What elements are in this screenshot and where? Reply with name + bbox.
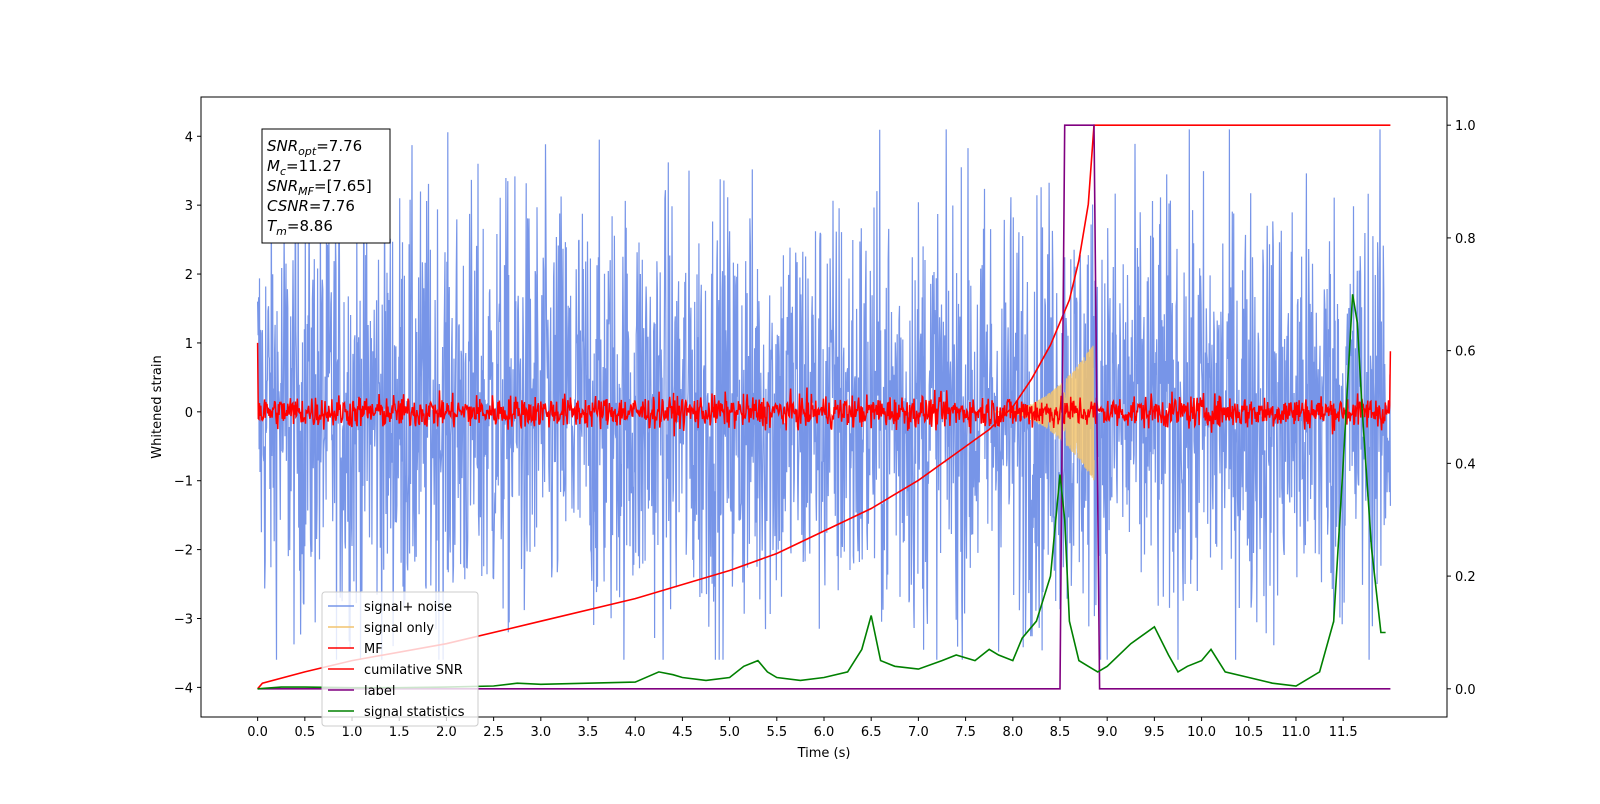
x-tick-label: 8.0 [1002, 725, 1023, 740]
x-tick-label: 2.0 [436, 725, 457, 740]
info-line: SNRMF=[7.65] [267, 177, 372, 198]
x-tick-label: 7.0 [908, 725, 929, 740]
y2-tick-label: 0.2 [1455, 570, 1476, 585]
y-tick-label: −3 [174, 612, 193, 627]
x-tick-label: 11.5 [1329, 725, 1358, 740]
x-tick-label: 8.5 [1050, 725, 1071, 740]
x-tick-label: 9.0 [1097, 725, 1118, 740]
x-tick-label: 4.5 [672, 725, 693, 740]
series-mf-line [256, 342, 1392, 437]
x-tick-label: 5.0 [719, 725, 740, 740]
y-tick-label: 2 [185, 268, 193, 283]
x-tick-label: 1.0 [342, 725, 363, 740]
x-tick-label: 9.5 [1144, 725, 1165, 740]
y-axis-label: Whitened strain [150, 355, 165, 458]
info-box [261, 128, 391, 244]
info-line: CSNR=7.76 [267, 197, 355, 215]
y2-tick-label: 0.4 [1455, 457, 1476, 472]
series-signal-statistics-line [257, 294, 1386, 690]
legend-label: MF [364, 642, 383, 657]
x-tick-label: 10.5 [1234, 725, 1263, 740]
legend-label: signal+ noise [364, 600, 452, 615]
x-tick-label: 7.5 [955, 725, 976, 740]
y-tick-label: 0 [185, 406, 193, 421]
x-tick-label: 5.5 [766, 725, 787, 740]
x-tick-label: 0.5 [294, 725, 315, 740]
legend-label: signal statistics [364, 705, 465, 720]
series-label-line [257, 124, 1391, 690]
y-tick-label: 4 [185, 130, 193, 145]
info-line: Tm=8.86 [267, 217, 333, 238]
x-tick-label: 1.5 [389, 725, 410, 740]
x-tick-label: 11.0 [1281, 725, 1310, 740]
y-tick-label: 1 [185, 337, 193, 352]
info-line: Mc=11.27 [267, 157, 342, 178]
y-tick-label: −4 [174, 681, 193, 696]
x-tick-label: 3.5 [578, 725, 599, 740]
x-tick-label: 6.0 [814, 725, 835, 740]
y2-tick-label: 0.0 [1455, 683, 1476, 698]
x-tick-label: 3.0 [530, 725, 551, 740]
legend-label: label [364, 684, 395, 699]
legend-label: cumilative SNR [364, 663, 463, 678]
x-tick-label: 6.5 [861, 725, 882, 740]
series-signal-noise-line [257, 129, 1391, 660]
y-tick-label: −2 [174, 544, 193, 559]
x-tick-label: 2.5 [483, 725, 504, 740]
legend-label: signal only [364, 621, 434, 636]
y2-tick-label: 0.6 [1455, 345, 1476, 360]
x-axis-label: Time (s) [797, 746, 851, 761]
x-tick-label: 0.0 [247, 725, 268, 740]
x-tick-label: 4.0 [625, 725, 646, 740]
legend-box [321, 591, 479, 727]
y-tick-label: 3 [185, 199, 193, 214]
x-tick-label: 10.0 [1187, 725, 1216, 740]
y2-tick-label: 0.8 [1455, 232, 1476, 247]
y-tick-label: −1 [174, 475, 193, 490]
y2-tick-label: 1.0 [1455, 119, 1476, 134]
info-line: SNRopt=7.76 [267, 137, 362, 158]
